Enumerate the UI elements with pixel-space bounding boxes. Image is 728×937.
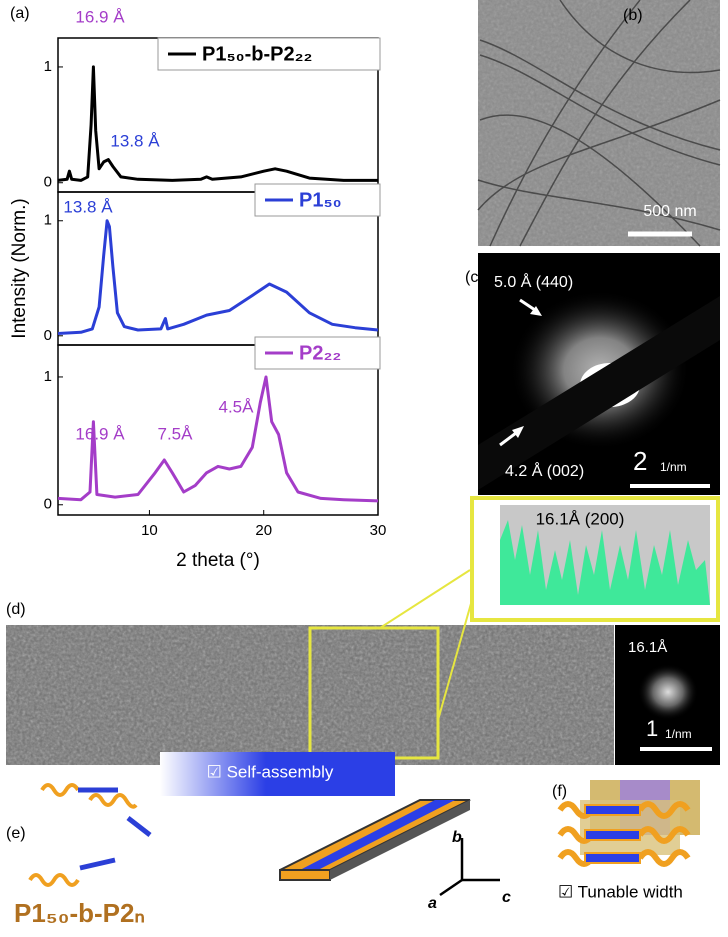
peak-label: 16.9 Å xyxy=(75,424,125,443)
hrtem-image xyxy=(6,496,720,765)
y-axis-label: Intensity (Norm.) xyxy=(9,198,30,338)
y-tick-label: 0 xyxy=(44,327,52,344)
peak-label: 4.5Å xyxy=(219,397,255,416)
scale-number: 2 xyxy=(633,446,647,476)
panel-label: (c) xyxy=(465,269,484,286)
x-tick-label: 20 xyxy=(255,522,272,539)
data-line xyxy=(57,65,378,182)
polymer-label: P1₅₀-b-P2ₙ xyxy=(14,898,145,928)
scale-unit: 1/nm xyxy=(665,727,692,741)
x-tick-label: 30 xyxy=(370,522,387,539)
data-line xyxy=(57,219,379,335)
tem-image xyxy=(477,0,721,247)
scale-unit: 1/nm xyxy=(660,460,687,474)
y-tick-label: 1 xyxy=(44,58,52,75)
assembly-diagram xyxy=(28,752,500,897)
axis-name: b xyxy=(452,829,462,846)
diagram-label: ☑ Tunable width xyxy=(558,882,683,901)
legend-label: P1₅₀ xyxy=(299,189,342,211)
annotation: 5.0 Å (440) xyxy=(494,272,573,291)
diagram-label: ☑ Self-assembly xyxy=(207,762,334,781)
diffraction-image xyxy=(478,253,720,495)
y-tick-label: 0 xyxy=(44,496,52,513)
profile-title: 16.1Å (200) xyxy=(536,509,625,528)
legend-label: P1₅₀-b-P2₂₂ xyxy=(202,43,312,65)
scale-number: 1 xyxy=(646,716,658,741)
x-tick-label: 10 xyxy=(141,522,158,539)
axis-name: a xyxy=(428,895,437,912)
x-axis-label: 2 theta (°) xyxy=(176,550,260,571)
xrd-charts: 0 1 P1₅₀-b-P2₂₂ 16.9 Å 13.8 Å 0 1 Intensity (No… xyxy=(9,7,386,571)
width-diagram xyxy=(557,780,700,867)
panel-label: (b) xyxy=(623,7,643,24)
axis-name: c xyxy=(502,889,511,906)
peak-label: 16.9 Å xyxy=(75,7,125,26)
peak-label: 13.8 Å xyxy=(63,197,113,216)
panel-label: (a) xyxy=(10,5,30,22)
panel-label: (f) xyxy=(552,783,567,800)
panel-label: (d) xyxy=(6,601,26,618)
y-tick-label: 1 xyxy=(44,368,52,385)
fft-label: 16.1Å xyxy=(628,639,667,656)
data-line xyxy=(57,375,379,503)
panel-label: (e) xyxy=(6,825,26,842)
peak-label: 13.8 Å xyxy=(110,131,160,150)
legend-label: P2₂₂ xyxy=(299,342,341,364)
y-tick-label: 0 xyxy=(44,174,52,191)
scale-label: 500 nm xyxy=(643,203,696,220)
y-tick-label: 1 xyxy=(44,212,52,229)
annotation: 4.2 Å (002) xyxy=(505,461,584,480)
peak-label: 7.5Å xyxy=(158,424,194,443)
plot-frame xyxy=(57,344,379,516)
